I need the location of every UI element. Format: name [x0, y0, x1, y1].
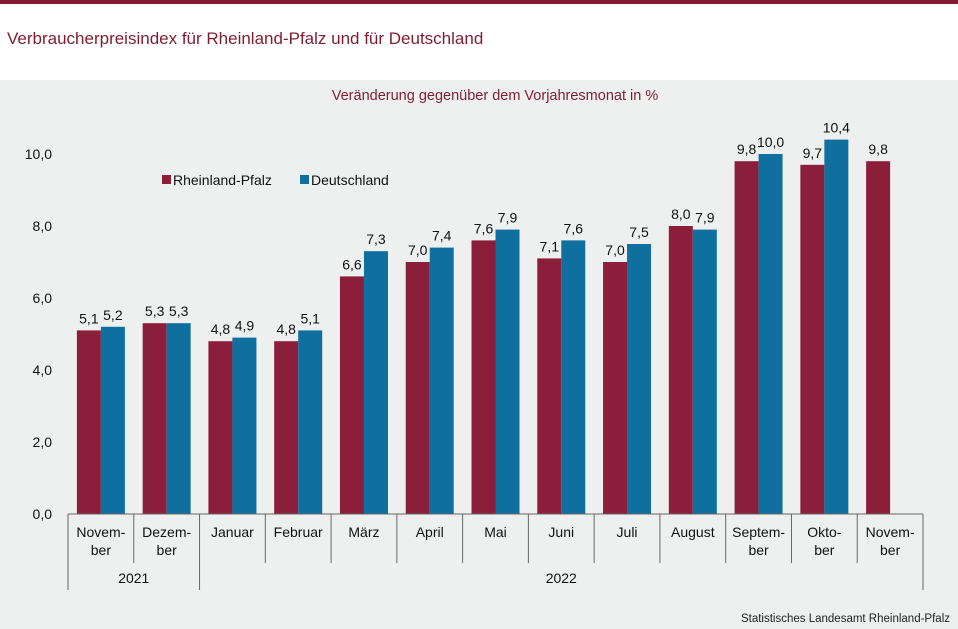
- x-tick-label: April: [416, 524, 444, 540]
- source-note: Statistisches Landesamt Rheinland-Pfalz: [740, 613, 950, 625]
- bar-rheinland-pfalz: [274, 341, 299, 514]
- x-tick-label: ber: [814, 542, 835, 558]
- bar-deutschland: [758, 154, 783, 514]
- y-tick-label: 10,0: [25, 146, 52, 162]
- bar-rheinland-pfalz: [208, 341, 233, 514]
- y-tick-label: 2,0: [33, 434, 53, 450]
- data-label: 7,9: [695, 210, 715, 226]
- bar-deutschland: [363, 251, 388, 514]
- header-separator: [0, 72, 958, 80]
- bar-rheinland-pfalz: [471, 240, 496, 514]
- bar-deutschland: [100, 326, 125, 514]
- x-tick-label: ber: [748, 542, 769, 558]
- x-tick-label: August: [671, 524, 715, 540]
- top-accent-bar: [0, 0, 958, 4]
- year-label: 2021: [118, 570, 149, 586]
- data-label: 7,0: [605, 242, 625, 258]
- data-label: 5,3: [145, 303, 165, 319]
- data-label: 5,1: [300, 310, 320, 326]
- y-tick-label: 4,0: [33, 362, 53, 378]
- bar-deutschland: [298, 330, 323, 514]
- x-tick-label: Februar: [274, 524, 323, 540]
- x-tick-label: Juni: [548, 524, 574, 540]
- header: Verbraucherpreisindex für Rheinland-Pfal…: [0, 4, 958, 72]
- bar-rheinland-pfalz: [76, 330, 101, 514]
- bar-deutschland: [429, 247, 454, 514]
- data-label: 10,0: [757, 134, 784, 150]
- bar-rheinland-pfalz: [339, 276, 364, 514]
- bar-rheinland-pfalz: [603, 262, 628, 514]
- data-label: 7,4: [432, 228, 452, 244]
- bar-deutschland: [232, 337, 257, 514]
- x-tick-label: Novem-: [866, 524, 915, 540]
- data-label: 10,4: [823, 120, 850, 136]
- data-label: 7,5: [629, 224, 649, 240]
- data-label: 4,8: [276, 321, 296, 337]
- data-label: 9,8: [868, 141, 888, 157]
- legend-swatch-rheinland-pfalz: [162, 175, 171, 184]
- x-tick-label: Juli: [617, 524, 638, 540]
- year-label: 2022: [546, 570, 577, 586]
- data-label: 7,0: [408, 242, 428, 258]
- x-tick-label: März: [348, 524, 379, 540]
- x-tick-label: ber: [880, 542, 901, 558]
- data-label: 7,3: [366, 231, 386, 247]
- bar-rheinland-pfalz: [142, 323, 167, 514]
- data-label: 9,8: [737, 141, 757, 157]
- data-label: 8,0: [671, 206, 691, 222]
- x-tick-label: Mai: [484, 524, 507, 540]
- data-label: 7,6: [564, 220, 584, 236]
- x-tick-label: Okto-: [807, 524, 842, 540]
- data-label: 7,1: [540, 238, 560, 254]
- bar-rheinland-pfalz: [800, 164, 825, 515]
- bar-deutschland: [692, 229, 717, 514]
- data-label: 5,1: [79, 310, 99, 326]
- y-tick-label: 6,0: [33, 290, 53, 306]
- x-tick-label: Januar: [211, 524, 254, 540]
- x-tick-label: Dezem-: [142, 524, 191, 540]
- bar-rheinland-pfalz: [668, 226, 693, 514]
- bar-rheinland-pfalz: [405, 262, 430, 514]
- bar-deutschland: [824, 139, 849, 514]
- page-title: Verbraucherpreisindex für Rheinland-Pfal…: [7, 29, 484, 48]
- legend-label: Rheinland-Pfalz: [173, 172, 272, 188]
- x-tick-label: ber: [157, 542, 178, 558]
- chart-subtitle: Veränderung gegenüber dem Vorjahresmonat…: [332, 88, 659, 104]
- data-label: 9,7: [803, 145, 823, 161]
- bar-deutschland: [495, 229, 520, 514]
- bar-rheinland-pfalz: [866, 161, 891, 514]
- x-tick-label: ber: [91, 542, 112, 558]
- bar-deutschland: [166, 323, 191, 514]
- x-tick-label: Septem-: [732, 524, 785, 540]
- data-label: 6,6: [342, 256, 362, 272]
- y-tick-label: 8,0: [33, 218, 53, 234]
- data-label: 4,8: [211, 321, 231, 337]
- bar-deutschland: [561, 240, 586, 514]
- legend-label: Deutschland: [311, 172, 389, 188]
- data-label: 7,6: [474, 220, 494, 236]
- data-label: 4,9: [235, 318, 255, 334]
- data-label: 5,2: [103, 307, 123, 323]
- bar-rheinland-pfalz: [734, 161, 759, 514]
- data-label: 7,9: [498, 210, 518, 226]
- bar-rheinland-pfalz: [537, 258, 562, 514]
- data-label: 5,3: [169, 303, 189, 319]
- y-tick-label: 0,0: [33, 506, 53, 522]
- legend-swatch-deutschland: [300, 175, 309, 184]
- bar-deutschland: [627, 244, 652, 514]
- x-tick-label: Novem-: [76, 524, 125, 540]
